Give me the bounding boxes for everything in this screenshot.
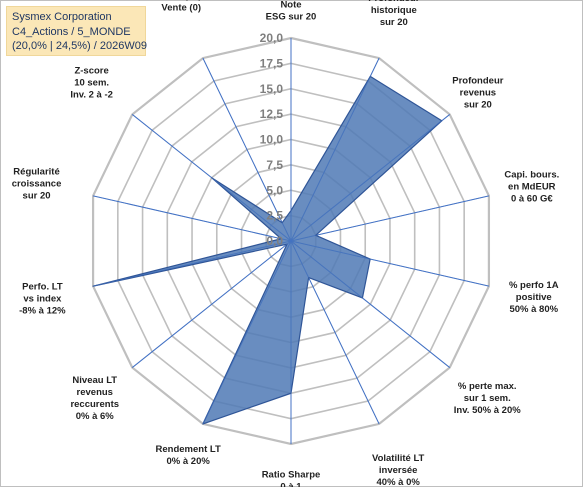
axis-label: Rendement LT 0% à 20% <box>156 444 221 467</box>
axis-label-line: 0 à 1 <box>280 482 302 487</box>
axis-label-line: 40% à 0% <box>377 477 421 487</box>
tick-label: 2,5 <box>266 209 283 223</box>
axis-label-line: Z-score <box>74 66 108 77</box>
tick-label: 17,5 <box>260 56 284 70</box>
axis-label-line: Achat (20) / <box>156 0 208 2</box>
axis-label-line: historique <box>371 5 417 16</box>
axis-label-line: Capi. bours. <box>504 170 559 181</box>
axis-label-line: 0% à 6% <box>76 411 115 422</box>
axis-label-line: Rendement LT <box>156 444 221 455</box>
axis-spoke-overlay <box>290 240 380 425</box>
axis-label: % perfo 1A positive 50% à 80% <box>509 280 559 315</box>
axis-label: % perte max. sur 1 sem. Inv. 50% à 20% <box>454 381 521 416</box>
axis-label-line: reccurents <box>70 399 119 410</box>
axis-label-line: croissance <box>12 179 62 190</box>
axis-label: Profondeurhistoriquesur 20 <box>368 0 419 28</box>
axis-label-line: sur 20 <box>23 191 51 202</box>
axis-label-line: Inv. 2 à -2 <box>70 90 113 101</box>
axis-label-line: Profondeur <box>452 76 503 87</box>
axis-label-line: sur 1 sem. <box>464 393 511 404</box>
tick-label: 10,0 <box>260 133 284 147</box>
axis-label: Capi. bours. en MdEUR 0 à 60 G€ <box>504 170 559 205</box>
axis-label: Volatilité LT inversée 40% à 0% <box>372 453 425 487</box>
axis-label-line: Niveau LT <box>72 375 117 386</box>
axis-spoke-overlay <box>132 240 292 368</box>
title-line-1: Sysmex Corporation <box>12 11 112 23</box>
axis-label: Z-score 10 sem. Inv. 2 à -2 <box>70 66 113 101</box>
axis-label-line: 0% à 20% <box>167 456 211 467</box>
axis-spoke-overlay <box>290 240 450 368</box>
axis-label-line: Régularité <box>13 167 59 178</box>
axis-label-line: Note <box>280 0 301 11</box>
chart-title-box: Sysmex Corporation C4_Actions / 5_MONDE … <box>6 6 147 56</box>
axis-spoke-overlay <box>290 114 450 242</box>
axis-label-line: 0 à 60 G€ <box>511 194 553 205</box>
axis-label-line: -8% à 12% <box>19 305 66 316</box>
axis-label-line: ESG sur 20 <box>266 12 317 23</box>
title-line-2: C4_Actions / 5_MONDE <box>12 25 131 38</box>
axis-spoke-overlay <box>93 240 292 287</box>
axis-label: Régularité croissance sur 20 <box>12 167 62 202</box>
tick-label: 15,0 <box>260 82 284 96</box>
axis-label-line: sur 20 <box>464 100 492 111</box>
axis-spoke-overlay <box>93 195 292 242</box>
axis-spoke-overlay <box>290 195 489 242</box>
axis-spoke-overlay <box>290 57 380 242</box>
axis-label-line: 10 sem. <box>74 78 109 89</box>
axis-label: Perfo. LT vs index -8% à 12% <box>19 281 66 316</box>
axis-label: MomentumAchat (20) /Vente (0) <box>156 0 208 14</box>
axis-spoke-overlay <box>202 57 292 242</box>
axis-label: Ratio Sharpe0 à 1 <box>262 470 321 487</box>
axis-label-line: revenus <box>77 387 113 398</box>
axis-label: Note ESG sur 20 <box>266 0 317 23</box>
axis-label-line: Profondeur <box>368 0 419 4</box>
tick-label: 5,0 <box>266 183 283 197</box>
title-line-3: (20,0% | 24,5%) / 2026W09 <box>12 40 147 52</box>
axis-label-line: inversée <box>379 465 418 476</box>
axis-label-line: % perfo 1A <box>509 280 559 291</box>
axis-label-line: vs index <box>23 293 62 304</box>
axis-label-line: Vente (0) <box>161 3 201 14</box>
tick-label: 20,0 <box>260 31 284 45</box>
axis-label-line: revenus <box>460 88 496 99</box>
tick-label: 7,5 <box>266 158 283 172</box>
tick-label: 12,5 <box>260 107 284 121</box>
axis-label-line: en MdEUR <box>508 182 556 193</box>
axis-label-line: Ratio Sharpe <box>262 470 321 481</box>
axis-label-line: Perfo. LT <box>22 281 63 292</box>
axis-label: Niveau LT revenus reccurents 0% à 6% <box>70 375 119 422</box>
axis-spoke-overlay <box>290 240 489 287</box>
axis-label-line: sur 20 <box>380 17 408 28</box>
axis-label-line: 50% à 80% <box>509 304 558 315</box>
axis-label: Profondeur revenus sur 20 <box>452 76 503 111</box>
axis-label-line: Volatilité LT <box>372 453 425 464</box>
tick-label: 0,0 <box>266 234 283 248</box>
axis-spoke-overlay <box>202 240 292 425</box>
axis-label-line: positive <box>516 292 552 303</box>
axis-label-line: % perte max. <box>458 381 517 392</box>
axis-label-line: Inv. 50% à 20% <box>454 405 521 416</box>
